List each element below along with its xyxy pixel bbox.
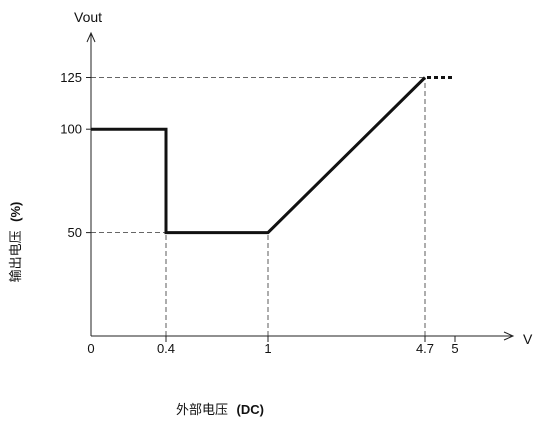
guide-lines xyxy=(91,77,426,336)
y-tick-label: 125 xyxy=(60,70,82,85)
x-tick-label: 0.4 xyxy=(157,341,175,356)
y-axis-label-unit: (%) xyxy=(8,202,23,222)
series xyxy=(90,76,455,235)
x-axis-label-text: 外部电压 xyxy=(176,403,228,418)
y-axis-label: 输出电压 (%) xyxy=(7,202,24,283)
x-axis-arrow xyxy=(503,331,515,341)
series-line xyxy=(91,76,427,235)
y-axis-label-text: 输出电压 xyxy=(8,230,24,282)
x-axis-label: 外部电压 (DC) xyxy=(176,401,264,418)
x-axis-unit: V xyxy=(523,331,533,347)
y-axis-arrow xyxy=(86,31,96,43)
x-tick-label: 5 xyxy=(451,341,458,356)
x-tick-label: 4.7 xyxy=(416,341,434,356)
tick-labels: 50 100 125 0 0.4 1 4.7 5 xyxy=(60,70,458,356)
x-tick-label: 0 xyxy=(87,341,94,356)
x-axis-label-unit: (DC) xyxy=(237,402,264,417)
axes xyxy=(86,31,515,342)
y-tick-label: 100 xyxy=(60,122,82,137)
x-tick-label: 1 xyxy=(264,341,271,356)
y-tick-label: 50 xyxy=(68,225,82,240)
y-axis-title: Vout xyxy=(74,9,102,25)
